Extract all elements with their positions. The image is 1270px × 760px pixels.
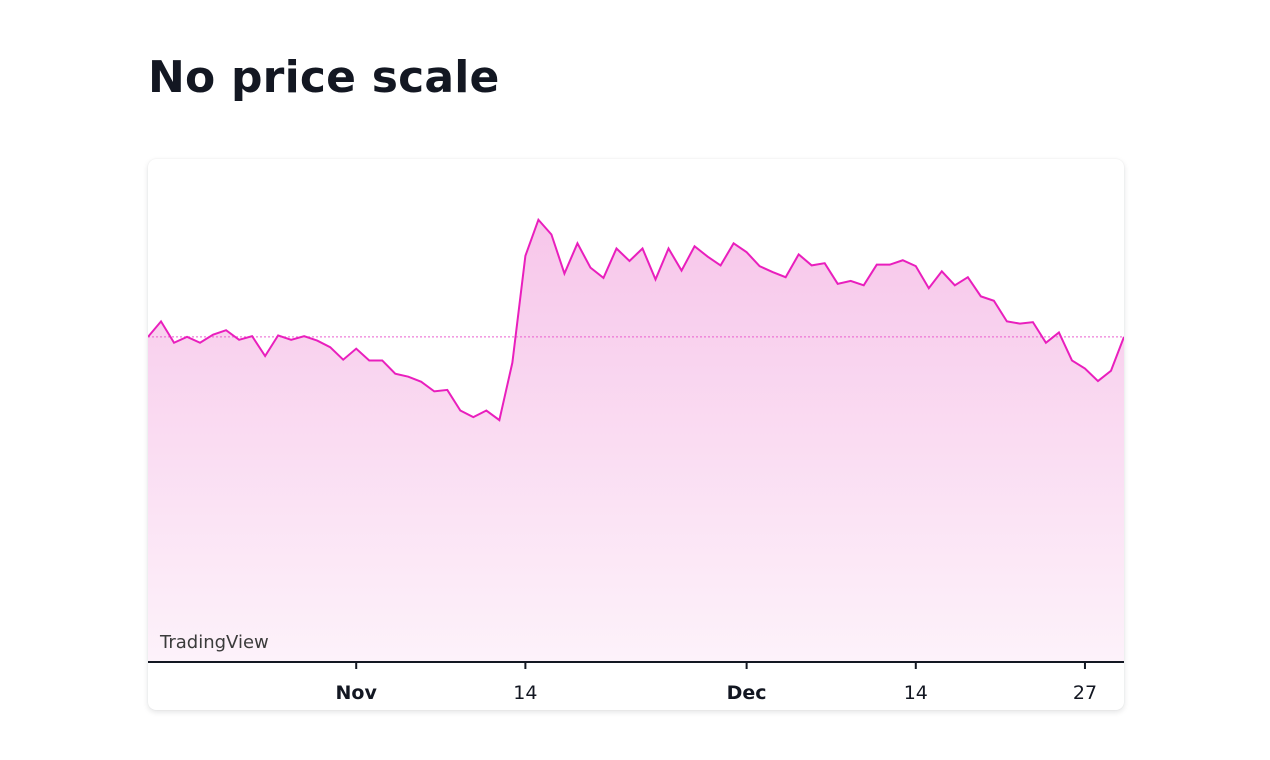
time-axis[interactable]: Nov 14 Dec 14 27 [336,662,1098,704]
x-tick-label: 27 [1073,682,1097,704]
x-tick-label: Nov [336,682,378,704]
chart-container[interactable]: TradingView Nov 14 Dec 14 27 [148,159,1124,710]
page-title: No price scale [148,52,500,103]
area-chart[interactable]: TradingView Nov 14 Dec 14 27 [148,159,1124,710]
tradingview-watermark: TradingView [159,632,269,653]
x-tick-label: 14 [513,682,537,704]
x-tick-label: Dec [727,682,767,704]
area-fill [148,219,1124,663]
series-line [148,217,1124,422]
x-tick-label: 14 [904,682,928,704]
